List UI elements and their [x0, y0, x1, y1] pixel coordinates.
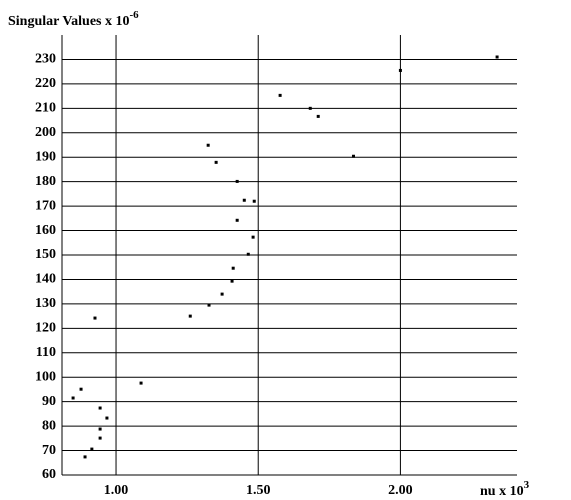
y-tick-label: 80 [42, 418, 56, 433]
point [105, 416, 109, 420]
x-tick-label: 1.00 [104, 483, 129, 498]
point [90, 447, 94, 451]
point [139, 381, 143, 385]
y-tick-label: 210 [35, 101, 56, 116]
point [98, 406, 102, 410]
point [235, 179, 239, 183]
point [351, 154, 355, 158]
point [398, 68, 402, 72]
point [251, 235, 255, 239]
point [495, 55, 499, 59]
y-tick-label: 60 [42, 467, 56, 482]
title-base: Singular Values x 10 [8, 14, 130, 29]
y-tick-label: 230 [35, 52, 56, 67]
y-tick-label: 120 [35, 321, 56, 336]
point [246, 252, 250, 256]
point [207, 303, 211, 307]
point [278, 93, 282, 97]
y-tick-label: 170 [35, 198, 56, 213]
point [220, 292, 224, 296]
y-tick-label: 220 [35, 76, 56, 91]
point [206, 143, 210, 147]
point [252, 199, 256, 203]
point [79, 387, 83, 391]
y-tick-label: 110 [36, 345, 56, 360]
y-tick-label: 90 [42, 394, 56, 409]
y-tick-label: 180 [35, 174, 56, 189]
point [83, 455, 87, 459]
y-tick-label: 160 [35, 223, 56, 238]
title-exponent: -6 [130, 9, 140, 21]
x-label-base: nu x 10 [480, 484, 524, 499]
y-tick-label: 70 [42, 443, 56, 458]
y-tick-label: 150 [35, 247, 56, 262]
point [214, 160, 218, 164]
x-label-exponent: 3 [524, 479, 530, 491]
point [316, 114, 320, 118]
point [98, 436, 102, 440]
y-tick-label: 190 [35, 149, 56, 164]
point [93, 316, 97, 320]
chart-title: Singular Values x 10-6 [8, 9, 139, 30]
x-tick-label: 2.00 [388, 483, 413, 498]
point [308, 106, 312, 110]
y-tick-label: 100 [35, 369, 56, 384]
point [188, 314, 192, 318]
point [71, 396, 75, 400]
point [230, 279, 234, 283]
y-tick-label: 200 [35, 125, 56, 140]
y-tick-label: 130 [35, 296, 56, 311]
point [242, 198, 246, 202]
x-axis-label: nu x 103 [480, 479, 530, 500]
point [235, 218, 239, 222]
x-tick-label: 1.50 [246, 483, 271, 498]
point [231, 266, 235, 270]
point [98, 427, 102, 431]
y-tick-label: 140 [35, 272, 56, 287]
